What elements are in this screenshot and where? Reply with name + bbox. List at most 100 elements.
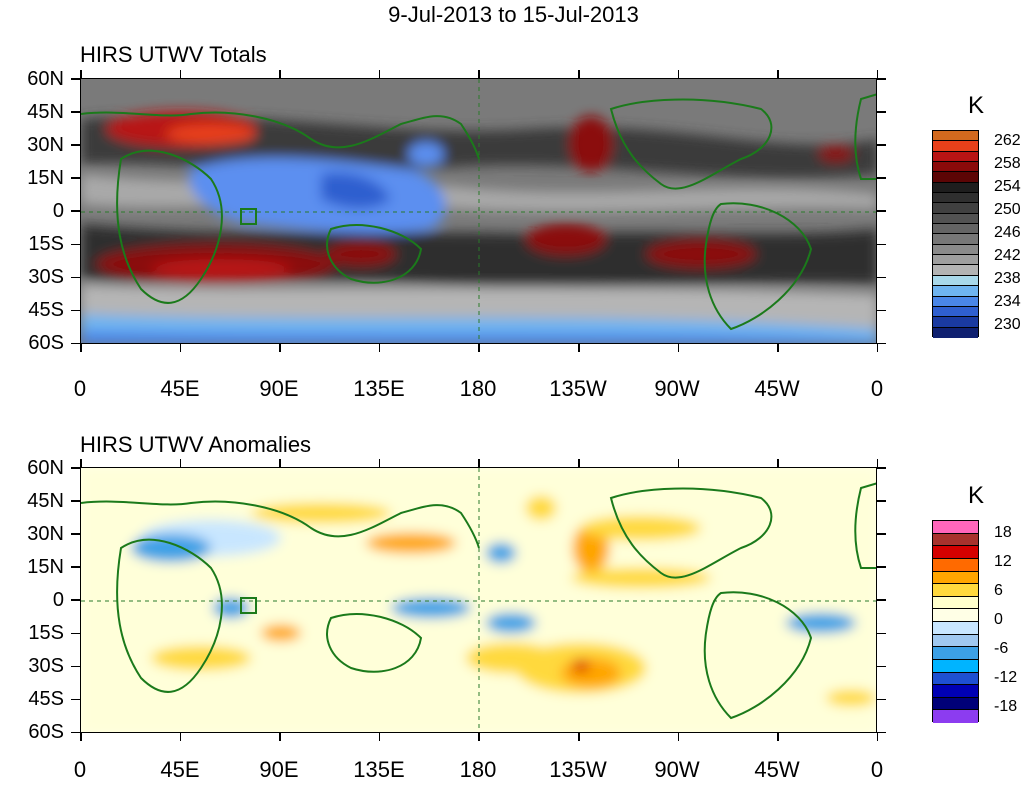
anomalies-map [80, 467, 877, 733]
axis-tick [876, 459, 879, 467]
anomalies-ylabel-15s: 15S [28, 622, 64, 644]
totals-xlabel-45w: 45W [754, 376, 800, 401]
totals-xlabel-135w: 135W [549, 376, 607, 401]
anomalies-colorbar [932, 520, 979, 723]
axis-tick [877, 210, 886, 212]
axis-tick [877, 276, 886, 279]
colorbar-swatch [933, 296, 978, 307]
colorbar-label: 242 [994, 246, 1021, 264]
totals-xlabel-0: 0 [73, 376, 87, 401]
colorbar-swatch [933, 244, 978, 256]
axis-tick [71, 533, 80, 535]
totals-xlabel-0-east: 0 [870, 376, 884, 401]
totals-ylabel-30s: 30S [28, 266, 64, 288]
axis-tick [179, 70, 182, 78]
axis-tick [80, 344, 82, 352]
axis-tick [71, 276, 80, 279]
axis-tick [378, 459, 381, 467]
colorbar-label: 230 [994, 315, 1021, 333]
totals-xlabel-45e: 45E [160, 376, 200, 401]
axis-tick [71, 144, 80, 146]
totals-ylabel-0: 0 [52, 200, 64, 222]
totals-map [80, 78, 877, 344]
axis-tick [71, 665, 80, 668]
anomalies-xlabel-135w: 135W [549, 757, 607, 782]
axis-tick [877, 177, 886, 179]
totals-ylabel-45n: 45N [27, 101, 64, 123]
colorbar-swatch [933, 151, 978, 163]
axis-tick [677, 459, 680, 467]
colorbar-label: 0 [994, 611, 1003, 628]
colorbar-swatch [933, 286, 978, 297]
axis-tick [71, 309, 80, 312]
axis-tick [578, 344, 580, 352]
anomalies-xlabel-90e: 90E [259, 757, 299, 782]
axis-tick [876, 344, 879, 352]
colorbar-swatch [933, 141, 978, 152]
axis-tick [71, 698, 80, 701]
anomalies-unit-label: K [968, 482, 985, 509]
colorbar-swatch [933, 672, 978, 686]
colorbar-swatch [933, 275, 978, 287]
axis-tick [71, 500, 80, 502]
axis-tick [877, 467, 886, 469]
colorbar-swatch [933, 182, 978, 194]
colorbar-label: 238 [994, 269, 1021, 287]
colorbar-label: -18 [994, 697, 1018, 715]
anomalies-xlabel-180: 180 [459, 757, 497, 782]
colorbar-swatch [933, 584, 978, 597]
anomalies-ylabel-0: 0 [52, 589, 64, 611]
totals-xlabel-135e: 135E [353, 376, 405, 401]
anomalies-ylabel-15n: 15N [27, 556, 64, 578]
colorbar-label: 254 [994, 177, 1021, 195]
colorbar-swatch [933, 255, 978, 266]
colorbar-label: 262 [994, 131, 1021, 149]
axis-tick [71, 599, 80, 601]
colorbar-swatch [933, 710, 978, 723]
totals-colorbar [932, 130, 979, 338]
colorbar-label: 6 [994, 582, 1003, 600]
colorbar-swatch [933, 609, 978, 622]
colorbar-label: -6 [994, 639, 1009, 657]
axis-tick [71, 243, 80, 245]
anomalies-xlabel-45w: 45W [754, 757, 800, 782]
colorbar-label: 234 [994, 292, 1021, 310]
axis-tick [677, 733, 680, 741]
colorbar-swatch [933, 317, 978, 328]
colorbar-label: 246 [994, 223, 1021, 241]
axis-tick [478, 344, 480, 352]
axis-tick [876, 733, 879, 741]
axis-tick [877, 533, 886, 535]
colorbar-swatch [933, 546, 978, 559]
axis-tick [378, 733, 381, 741]
axis-tick [71, 177, 80, 179]
totals-xlabel-180: 180 [459, 376, 497, 401]
colorbar-swatch [933, 685, 978, 698]
colorbar-swatch [933, 162, 978, 173]
colorbar-swatch [933, 193, 978, 204]
colorbar-swatch [933, 224, 978, 235]
axis-tick [71, 111, 80, 113]
anomalies-xlabel-90w: 90W [654, 757, 700, 782]
totals-ylabel-15n: 15N [27, 167, 64, 189]
axis-tick [80, 733, 82, 741]
colorbar-label: 258 [994, 154, 1021, 172]
axis-tick [378, 344, 381, 352]
anomalies-ylabel-45n: 45N [27, 490, 64, 512]
axis-tick [877, 731, 886, 734]
totals-panel-title: HIRS UTWV Totals [80, 42, 267, 67]
colorbar-label: 250 [994, 200, 1021, 218]
axis-tick [677, 344, 680, 352]
colorbar-swatch [933, 234, 978, 245]
axis-tick [877, 342, 886, 345]
anomalies-panel-title: HIRS UTWV Anomalies [80, 432, 312, 457]
totals-unit-label: K [968, 92, 985, 119]
anomalies-ylabel-45s: 45S [28, 688, 64, 710]
axis-tick [877, 309, 886, 312]
axis-tick [578, 459, 580, 467]
anomalies-ylabel-30n: 30N [27, 523, 64, 545]
axis-tick [877, 599, 886, 601]
axis-tick [877, 144, 886, 146]
colorbar-label: 12 [994, 553, 1012, 571]
colorbar-label: 18 [994, 524, 1012, 542]
